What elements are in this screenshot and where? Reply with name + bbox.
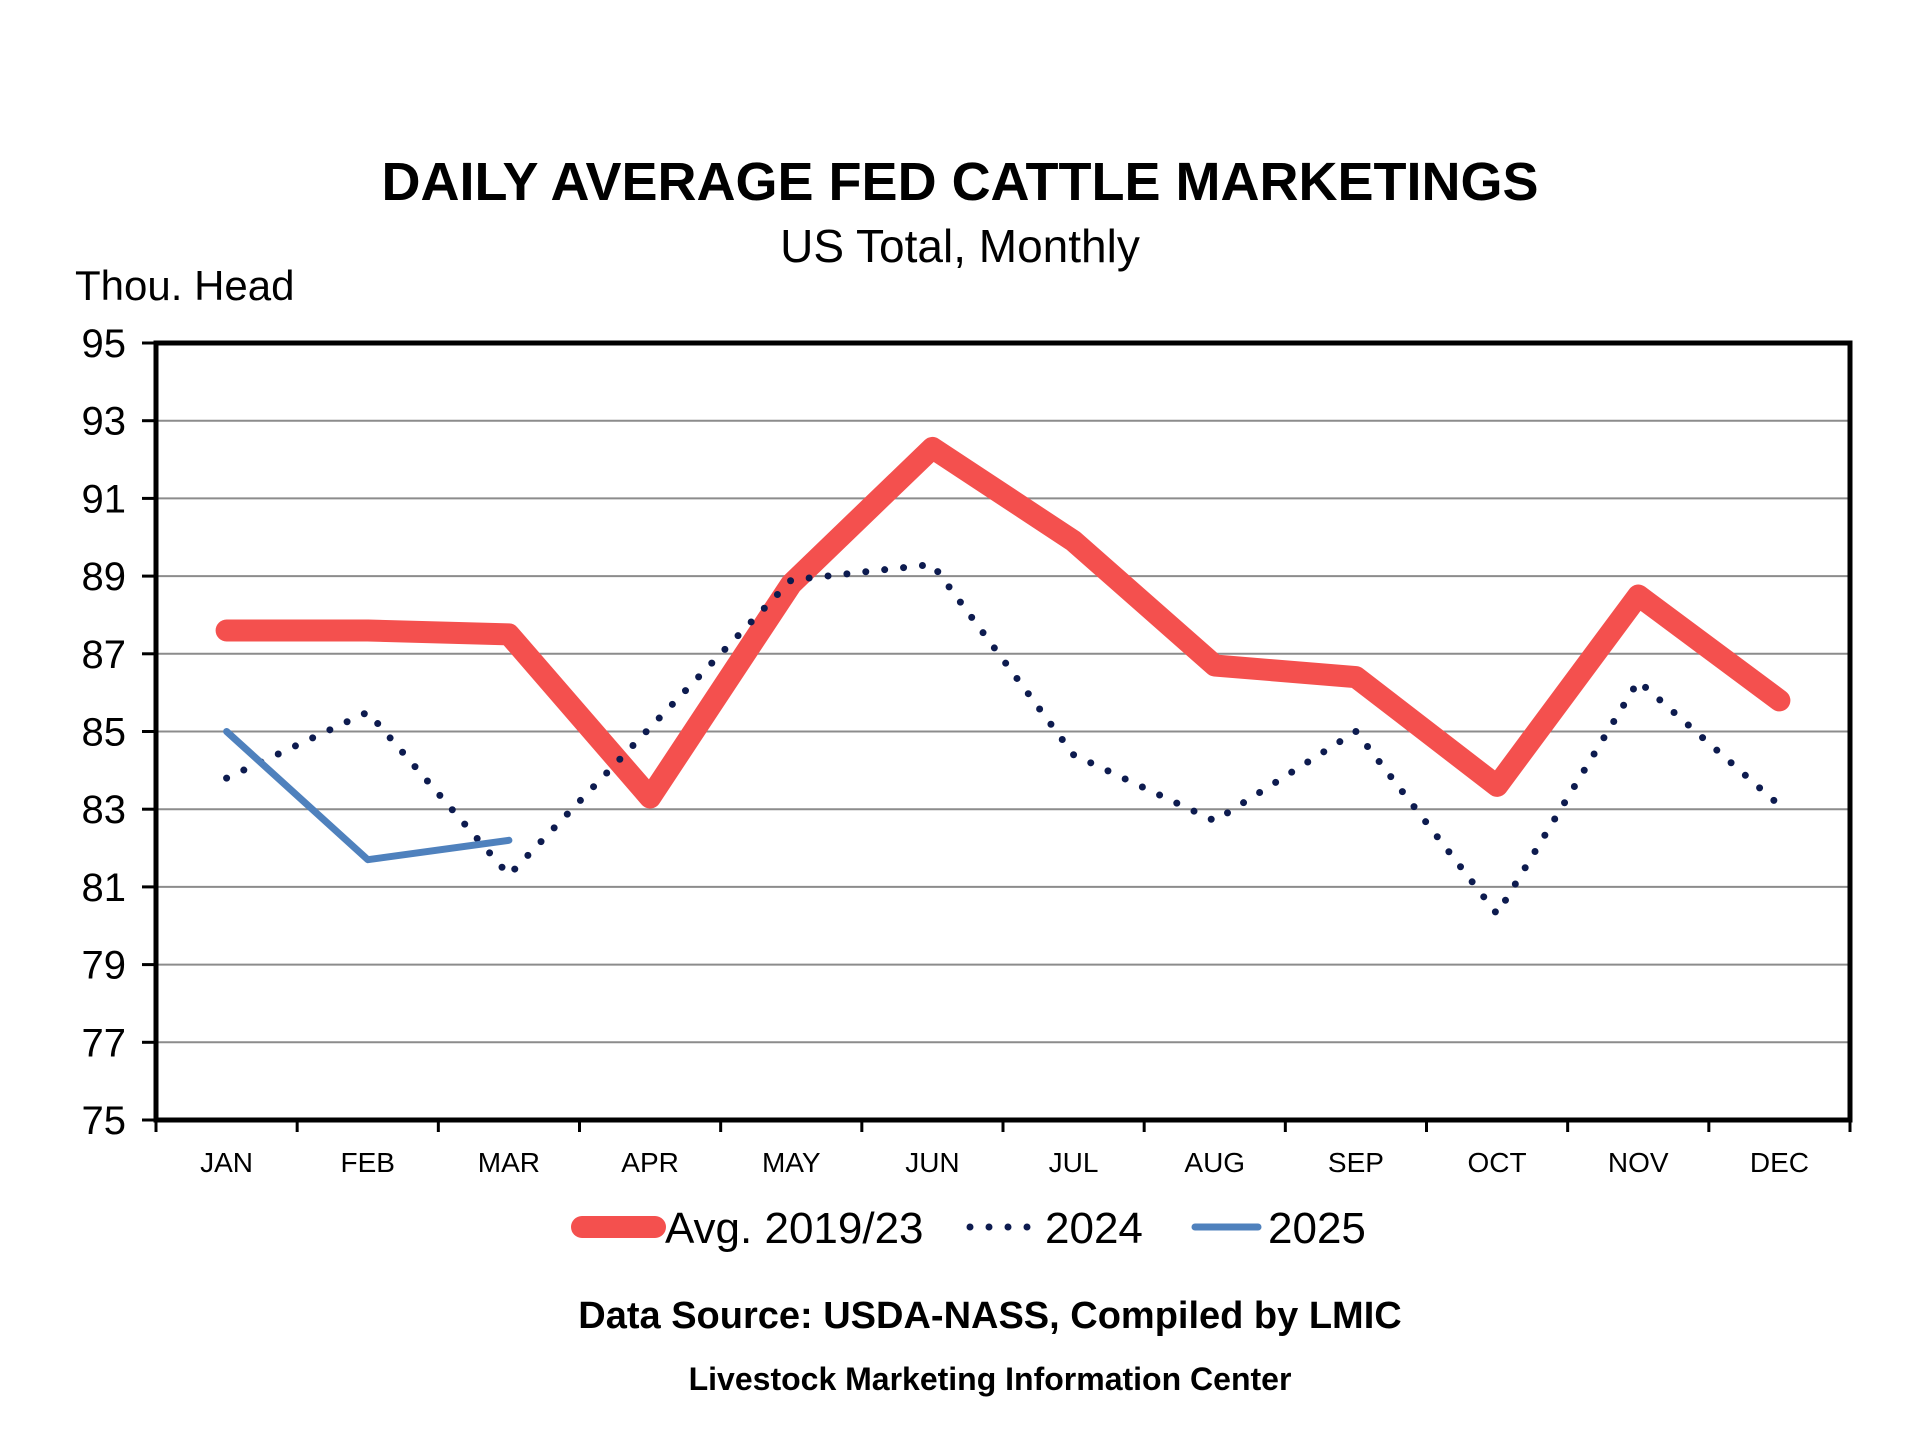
legend: Avg. 2019/23 2024 2025 bbox=[571, 1204, 1366, 1253]
x-tick-label: MAY bbox=[762, 1147, 821, 1178]
x-axis-ticks: JAN FEB MAR APR MAY JUN JUL AUG SEP OCT NOV DEC bbox=[154, 1120, 1852, 1178]
legend-label: Avg. 2019/23 bbox=[665, 1204, 924, 1253]
y-tick-label: 85 bbox=[82, 711, 127, 755]
x-tick-label: FEB bbox=[341, 1147, 395, 1178]
x-tick-label: JUN bbox=[905, 1147, 959, 1178]
y-tick-label: 89 bbox=[82, 555, 127, 599]
x-tick-label: SEP bbox=[1328, 1147, 1384, 1178]
chart-title: DAILY AVERAGE FED CATTLE MARKETINGS bbox=[381, 152, 1538, 212]
x-tick-label: DEC bbox=[1750, 1147, 1809, 1178]
x-tick-label: AUG bbox=[1184, 1147, 1245, 1178]
y-tick-label: 79 bbox=[82, 944, 127, 988]
y-tick-label: 87 bbox=[82, 633, 127, 677]
series-line-avg-2019-23 bbox=[215, 436, 1791, 809]
y-axis-unit-label: Thou. Head bbox=[75, 262, 294, 309]
chart-subtitle: US Total, Monthly bbox=[780, 220, 1140, 272]
x-tick-label: JAN bbox=[200, 1147, 253, 1178]
y-tick-label: 95 bbox=[82, 322, 127, 366]
y-tick-label: 81 bbox=[82, 866, 127, 910]
y-tick-label: 75 bbox=[82, 1099, 127, 1143]
y-tick-label: 91 bbox=[82, 477, 127, 521]
data-source-note: Data Source: USDA-NASS, Compiled by LMIC bbox=[578, 1295, 1401, 1337]
y-axis-ticks: 95 93 91 89 87 85 83 81 79 77 75 bbox=[82, 322, 156, 1143]
x-tick-label: OCT bbox=[1468, 1147, 1527, 1178]
legend-label: 2025 bbox=[1268, 1204, 1366, 1253]
y-tick-label: 83 bbox=[82, 788, 127, 832]
x-tick-label: NOV bbox=[1608, 1147, 1669, 1178]
plot-frame bbox=[153, 340, 1853, 1123]
series-lines bbox=[215, 436, 1791, 918]
x-tick-label: MAR bbox=[478, 1147, 540, 1178]
y-tick-label: 77 bbox=[82, 1021, 127, 1065]
gridlines bbox=[156, 419, 1850, 1044]
legend-label: 2024 bbox=[1045, 1204, 1143, 1253]
series-line-2024 bbox=[223, 560, 1783, 918]
x-tick-label: JUL bbox=[1049, 1147, 1099, 1178]
series-line-2025 bbox=[223, 728, 513, 864]
organization-name: Livestock Marketing Information Center bbox=[689, 1361, 1292, 1397]
x-tick-label: APR bbox=[621, 1147, 679, 1178]
y-tick-label: 93 bbox=[82, 400, 127, 444]
